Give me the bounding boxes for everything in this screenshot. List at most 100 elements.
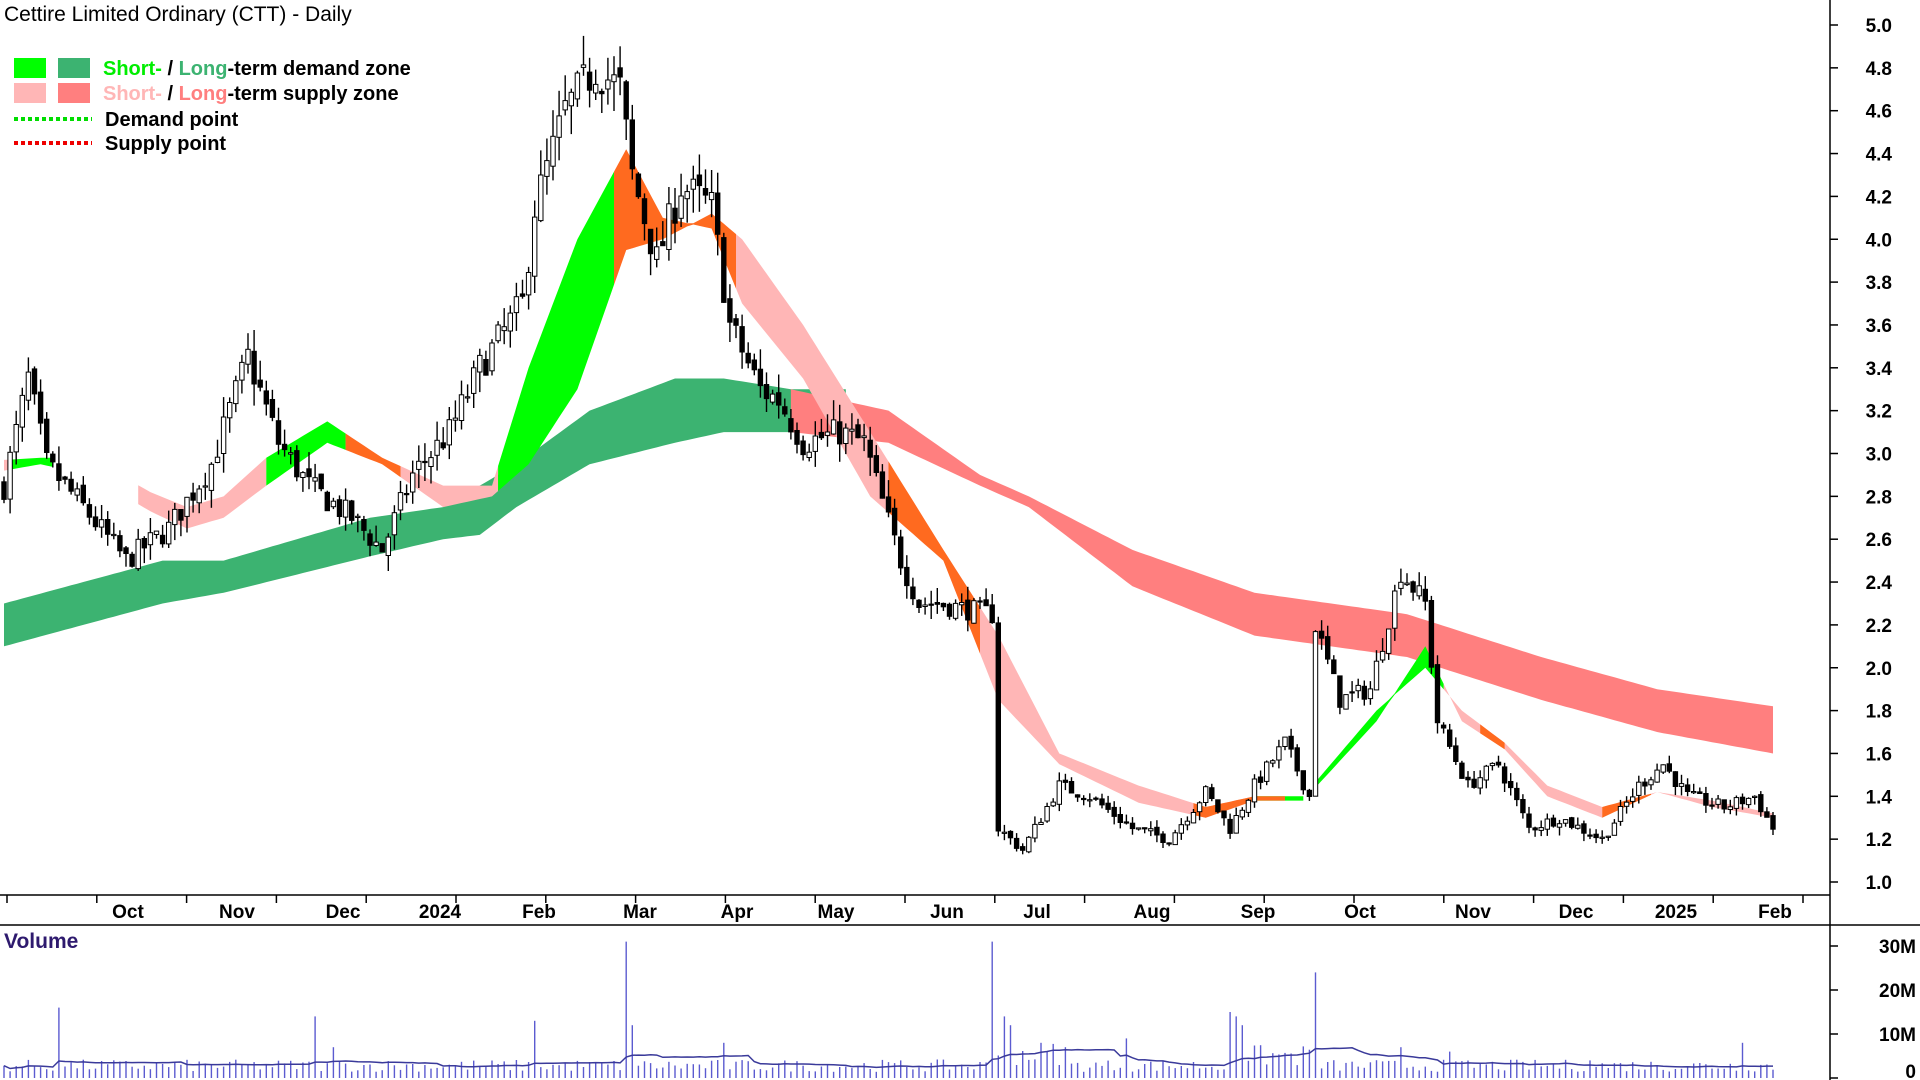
candle-body: [788, 418, 794, 433]
candle-body: [1056, 780, 1062, 805]
candle-body: [1270, 760, 1276, 764]
candle-body: [281, 443, 288, 451]
candle-body: [275, 420, 282, 445]
candle-body: [519, 293, 526, 297]
price-axis: 1.0 1.2 1.4 1.6 1.8 2.0 2.2 2.4 2.6 2.8 3.0 3.2 3.4 3…: [1830, 16, 1892, 894]
month-label: Mar: [623, 902, 657, 923]
candle-body: [397, 492, 404, 511]
short-demand-zone-4: [1315, 646, 1444, 788]
candle-body: [757, 368, 764, 387]
candle-body: [50, 453, 56, 463]
zone-layer: [4, 149, 1773, 818]
candle-body: [495, 324, 501, 342]
candle-body: [977, 600, 983, 603]
candle-body: [1135, 827, 1142, 830]
candle-body: [1489, 762, 1496, 767]
price-tick-label: 4.6: [1866, 102, 1892, 123]
candle-body: [1264, 761, 1270, 782]
candle-body: [1373, 660, 1380, 691]
candle-body: [1026, 836, 1032, 853]
candle-body: [1190, 812, 1197, 824]
candle-body: [1654, 769, 1660, 783]
candle-body: [196, 488, 202, 504]
month-label: Jul: [1023, 902, 1050, 923]
candle-body: [739, 326, 745, 353]
candle-body: [403, 493, 410, 496]
candle-body: [824, 431, 831, 436]
month-label: Apr: [721, 902, 754, 923]
candle-body: [1343, 694, 1349, 710]
candle-body: [1678, 783, 1685, 787]
month-label: Sep: [1241, 902, 1276, 923]
candle-body: [1398, 581, 1404, 589]
candle-body: [867, 439, 873, 458]
candle-body: [31, 368, 38, 395]
candle-body: [56, 463, 62, 481]
candle-body: [617, 67, 623, 78]
date-axis: Oct Nov Dec 2024 Feb Mar Apr May Jun Jul Aug Sep Oct…: [6, 895, 1804, 923]
candle-body: [245, 348, 251, 365]
price-tick-label: 5.0: [1866, 16, 1892, 37]
candle-body: [1209, 787, 1215, 800]
candle-body: [1044, 806, 1050, 822]
candle-body: [837, 421, 843, 445]
candle-body: [1306, 789, 1313, 797]
candle-body: [983, 599, 989, 607]
month-label: Nov: [1455, 902, 1491, 923]
candle-body: [1068, 781, 1075, 794]
candle-body: [1227, 818, 1233, 834]
candle-body: [1605, 835, 1611, 838]
candle-body: [227, 402, 233, 419]
candle-body: [1282, 736, 1288, 747]
candle-body: [1221, 810, 1227, 819]
price-tick-label: 4.0: [1866, 230, 1892, 251]
candle-body: [623, 81, 629, 120]
candle-body: [458, 394, 465, 421]
candle-body: [702, 188, 709, 196]
candle-body: [111, 533, 117, 537]
candle-body: [1575, 824, 1581, 829]
legend-demand-short: Short-: [103, 58, 162, 80]
candle-body: [1013, 837, 1020, 849]
candle-body: [355, 515, 361, 518]
candle-body: [7, 451, 13, 500]
candle-body: [1599, 836, 1605, 839]
candle-body: [532, 216, 538, 277]
candle-body: [849, 428, 855, 432]
candle-body: [166, 521, 172, 545]
candle-body: [1251, 778, 1258, 803]
candle-body: [1215, 799, 1221, 813]
candle-body: [1032, 823, 1038, 839]
candle-body: [1459, 762, 1465, 779]
candle-body: [1, 481, 7, 500]
candle-body: [952, 602, 959, 619]
price-tick-label: 3.4: [1866, 359, 1893, 380]
candle-body: [1416, 585, 1422, 597]
short-demand-zone-0: [10, 457, 53, 470]
candle-body: [1386, 628, 1392, 654]
short-supply-zone-2: [345, 433, 499, 508]
candle-body: [379, 543, 385, 553]
candle-body: [861, 435, 867, 439]
candle-body: [1642, 781, 1648, 787]
candle-body: [1715, 798, 1721, 805]
candle-body: [1569, 817, 1575, 828]
candle-body: [141, 538, 148, 549]
candle-body: [1300, 770, 1306, 791]
candlestick-layer: [1, 35, 1776, 855]
candle-body: [1593, 833, 1599, 839]
candle-body: [562, 100, 568, 111]
candle-body: [934, 602, 940, 605]
candle-body: [507, 312, 514, 332]
candle-body: [74, 488, 80, 496]
candle-body: [605, 79, 611, 90]
candle-body: [318, 473, 324, 490]
candle-body: [1752, 795, 1758, 798]
candle-body: [330, 500, 337, 508]
candle-body: [1050, 801, 1056, 807]
candle-body: [745, 352, 751, 364]
price-tick-label: 4.4: [1866, 145, 1893, 166]
candle-body: [428, 457, 434, 468]
price-tick-label: 2.8: [1866, 487, 1892, 508]
candle-body: [544, 160, 550, 177]
